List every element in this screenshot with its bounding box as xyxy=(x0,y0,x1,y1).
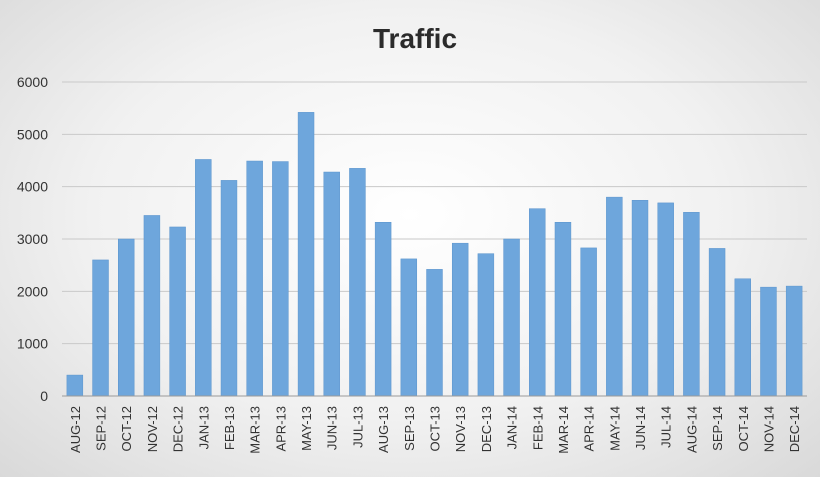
bar-aug-12 xyxy=(66,374,84,397)
bar-sep-12 xyxy=(92,259,109,397)
bar-nov-14 xyxy=(760,286,777,397)
x-tick-label: DEC-14 xyxy=(787,406,802,452)
x-tick-label: JUN-14 xyxy=(633,406,648,450)
bar-aug-14 xyxy=(683,212,700,397)
x-tick-label: FEB-13 xyxy=(222,406,237,450)
x-tick-label: MAR-13 xyxy=(248,406,263,454)
x-tick-label: MAY-14 xyxy=(607,406,622,451)
x-tick-label: AUG-13 xyxy=(376,406,391,453)
x-tick-label: NOV-12 xyxy=(145,406,160,452)
bar-apr-13 xyxy=(272,161,289,397)
y-tick-label: 0 xyxy=(40,388,48,404)
x-tick-label: APR-14 xyxy=(582,406,597,452)
x-tick-label: NOV-13 xyxy=(453,406,468,452)
bar-jul-14 xyxy=(657,202,674,397)
y-tick-label: 1000 xyxy=(17,336,48,352)
bar-jun-13 xyxy=(323,171,340,397)
y-tick-label: 4000 xyxy=(17,179,48,195)
bar-sep-14 xyxy=(708,248,726,397)
bar-apr-14 xyxy=(580,247,597,397)
x-tick-label: OCT-14 xyxy=(736,406,751,452)
bar-aug-13 xyxy=(374,222,392,397)
x-tick-label: JUN-13 xyxy=(325,406,340,450)
y-axis-ticks: 0 1000 2000 3000 4000 5000 6000 xyxy=(17,74,48,404)
bar-dec-13 xyxy=(477,253,495,397)
bar-jul-13 xyxy=(349,168,366,397)
bar-oct-12 xyxy=(118,238,135,397)
gridlines xyxy=(62,81,807,345)
bar-feb-14 xyxy=(529,208,546,397)
bars xyxy=(66,112,803,397)
bar-dec-14 xyxy=(785,285,803,397)
x-axis-ticks: AUG-12 SEP-12 OCT-12 NOV-12 DEC-12 JAN-13 FEB-… xyxy=(68,406,802,454)
x-tick-label: MAY-13 xyxy=(299,406,314,451)
x-tick-label: OCT-13 xyxy=(428,406,443,452)
bar-nov-13 xyxy=(451,242,469,397)
bar-jan-14 xyxy=(503,238,520,397)
x-tick-label: DEC-13 xyxy=(479,406,494,452)
bar-feb-13 xyxy=(220,180,238,397)
bar-may-13 xyxy=(297,112,315,397)
x-tick-label: JAN-14 xyxy=(505,406,520,449)
x-tick-label: JUL-13 xyxy=(350,406,365,448)
x-tick-label: FEB-14 xyxy=(530,406,545,450)
x-tick-label: JUL-14 xyxy=(659,406,674,448)
bar-mar-13 xyxy=(246,160,263,397)
bar-oct-13 xyxy=(426,269,443,397)
x-tick-label: SEP-12 xyxy=(94,406,109,451)
bar-sep-13 xyxy=(400,258,418,397)
y-tick-label: 6000 xyxy=(17,74,48,90)
x-tick-label: SEP-14 xyxy=(710,406,725,451)
y-tick-label: 5000 xyxy=(17,126,48,142)
bar-oct-14 xyxy=(734,278,751,397)
bar-jan-13 xyxy=(195,159,212,397)
x-tick-label: DEC-12 xyxy=(171,406,186,452)
x-tick-label: AUG-12 xyxy=(68,406,83,453)
x-tick-label: NOV-14 xyxy=(761,406,776,452)
bar-mar-14 xyxy=(554,222,572,397)
x-tick-label: OCT-12 xyxy=(119,406,134,452)
x-tick-label: APR-13 xyxy=(273,406,288,452)
y-tick-label: 3000 xyxy=(17,231,48,247)
bar-nov-12 xyxy=(143,215,161,397)
x-tick-label: AUG-14 xyxy=(684,406,699,453)
x-tick-label: MAR-14 xyxy=(556,406,571,454)
y-tick-label: 2000 xyxy=(17,283,48,299)
chart-title: Traffic xyxy=(373,23,457,54)
bar-dec-12 xyxy=(169,226,186,397)
bar-may-14 xyxy=(606,196,623,397)
bar-jun-14 xyxy=(631,200,649,397)
x-tick-label: SEP-13 xyxy=(402,406,417,451)
x-tick-label: JAN-13 xyxy=(196,406,211,449)
